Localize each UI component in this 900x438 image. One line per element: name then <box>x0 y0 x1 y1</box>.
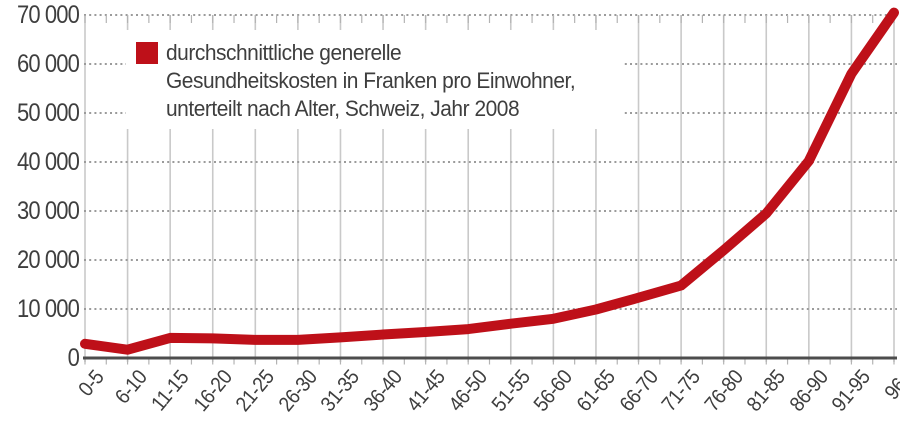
legend: durchschnittliche generelle Gesundheitsk… <box>126 30 623 129</box>
y-axis-tick-label: 10 000 <box>16 295 80 323</box>
y-axis-tick-label: 70 000 <box>16 1 80 29</box>
y-axis-tick-label: 50 000 <box>16 99 80 127</box>
legend-line-3: unterteilt nach Alter, Schweiz, Jahr 200… <box>166 96 520 121</box>
y-axis-tick-label: 0 <box>67 344 80 372</box>
y-axis-tick-label: 60 000 <box>16 50 80 78</box>
legend-marker-icon <box>136 42 158 64</box>
legend-text: durchschnittliche generelle Gesundheitsk… <box>166 39 576 123</box>
y-axis-tick-label: 30 000 <box>16 197 80 225</box>
legend-line-1: durchschnittliche generelle <box>166 40 402 65</box>
data-line <box>80 7 899 355</box>
legend-line-2: Gesundheitskosten in Franken pro Einwohn… <box>166 68 576 93</box>
y-axis-tick-label: 40 000 <box>16 148 80 176</box>
y-axis-tick-label: 20 000 <box>16 246 80 274</box>
